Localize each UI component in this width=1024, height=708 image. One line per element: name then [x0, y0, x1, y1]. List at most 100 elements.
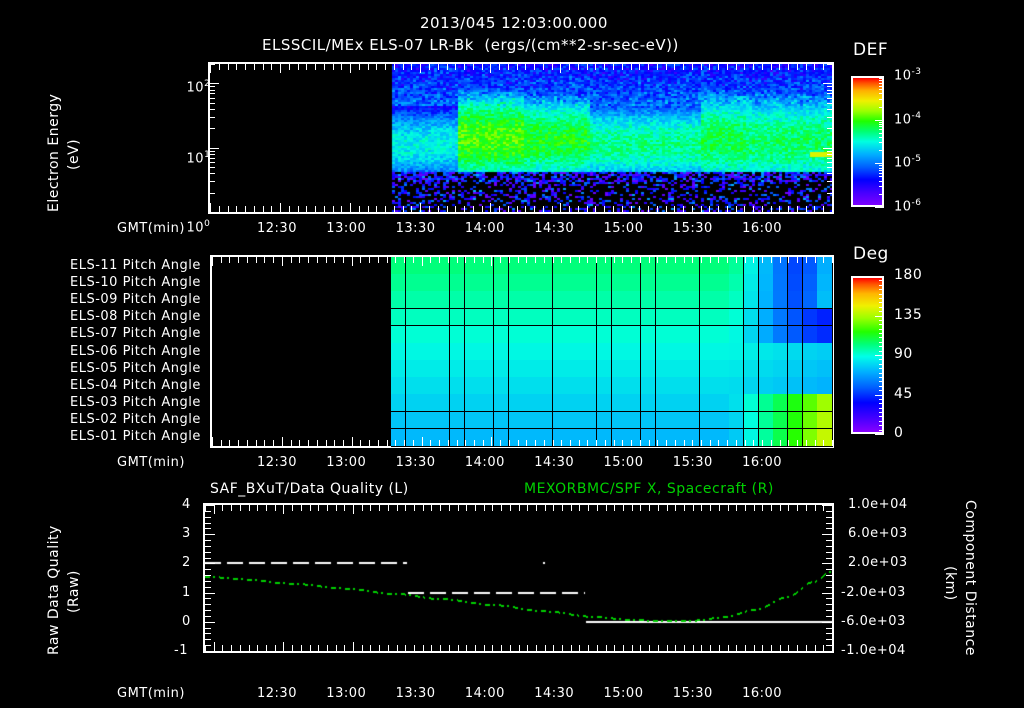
energy-xtick-mark [446, 64, 448, 70]
pitch-xtick-mark [587, 440, 589, 446]
pitch-angle-cell [655, 342, 671, 361]
energy-xtick-mark [525, 206, 527, 212]
energy-xtick-mark [665, 206, 667, 212]
def-colorbar-tick [879, 150, 884, 152]
pitch-xtick-mark [770, 257, 772, 263]
bottom-xtick-label: 15:30 [672, 686, 713, 701]
def-colorbar-tick [879, 129, 884, 131]
pitch-angle-cell [729, 274, 745, 292]
energy-xtick-mark [612, 206, 614, 212]
energy-xtick-mark [735, 64, 737, 70]
energy-ytick-exp: 1 [204, 150, 211, 160]
bottom-ytick-mark [205, 580, 211, 582]
energy-ytick-mark [827, 167, 832, 169]
pitch-angle-cell [538, 394, 554, 413]
bottom-ytick-left-label: 3 [182, 526, 191, 542]
deg-colorbar-tick [879, 420, 884, 422]
energy-xtick-label: 15:30 [672, 221, 713, 236]
pitch-angle-cell [729, 308, 745, 327]
energy-ytick-mark [827, 150, 832, 152]
energy-xtick-mark [218, 64, 220, 70]
pitch-angle-cell [435, 411, 451, 430]
pitch-xtick-mark [281, 437, 283, 446]
pitch-xtick-mark [570, 440, 572, 446]
bottom-xtick-mark [579, 645, 581, 651]
pitch-angle-cell [670, 394, 686, 413]
pitch-angle-cell [391, 394, 407, 413]
pitch-angle-cell [714, 291, 730, 310]
bottom-ytick-left-label: 4 [182, 497, 191, 512]
bottom-xtick-mark [832, 505, 833, 511]
bottom-xtick-mark [501, 645, 503, 651]
bottom-xtick-mark [805, 645, 807, 651]
pitch-angle-cell [787, 257, 804, 275]
deg-colorbar-tick [879, 407, 884, 409]
bottom-ytick-mark [205, 645, 211, 647]
bottom-xtick-mark [222, 645, 224, 651]
pitch-angle-cell [655, 308, 671, 327]
bottom-ytick-mark [205, 563, 215, 565]
deg-colorbar-tick [879, 372, 884, 374]
energy-ytick-mark [210, 102, 215, 104]
bottom-xtick-mark [318, 505, 320, 511]
def-colorbar-tick [879, 98, 884, 100]
bottom-ytick-left-label: 1 [182, 584, 191, 600]
pitch-row-label: ELS-06 Pitch Angle [70, 343, 201, 359]
pitch-xtick-mark [735, 440, 737, 446]
pitch-xtick-mark [543, 257, 545, 263]
pitch-xtick-mark [342, 440, 344, 446]
pitch-angle-cell [714, 377, 730, 396]
bottom-ytick-mark [205, 651, 215, 652]
pitch-angle-cell [479, 325, 495, 344]
pitch-angle-cell [435, 342, 451, 361]
energy-xlabel: GMT(min) [117, 221, 185, 236]
def-colorbar-tick [879, 173, 884, 175]
energy-xtick-mark [350, 203, 352, 212]
pitch-angle-cell [655, 291, 671, 310]
pitch-angle-cell [685, 291, 701, 310]
pitch-angle-cell [405, 325, 421, 344]
energy-xtick-mark [744, 206, 746, 212]
bottom-title-left: SAF_BXuT/Data Quality (L) [210, 481, 409, 497]
energy-xtick-mark [437, 206, 439, 212]
energy-xtick-mark [245, 64, 247, 70]
bottom-ytick-mark [205, 522, 211, 524]
pitch-xtick-mark [735, 257, 737, 263]
bottom-xtick-mark [797, 645, 799, 651]
energy-xtick-mark [832, 64, 833, 70]
def-colorbar-tick [879, 193, 884, 195]
pitch-angle-cell [802, 325, 818, 344]
pitch-angle-cell [449, 360, 466, 378]
pitch-xtick-mark [613, 440, 615, 446]
pitch-angle-cell [449, 274, 466, 292]
energy-xtick-mark [648, 64, 650, 70]
bottom-xtick-mark [257, 645, 259, 651]
pitch-angle-cell [817, 274, 833, 292]
energy-xtick-mark [551, 64, 553, 70]
pitch-xtick-mark [246, 440, 248, 446]
pitch-angle-cell [405, 342, 421, 361]
pitch-xtick-mark [308, 257, 310, 263]
bottom-xtick-mark [509, 505, 511, 511]
energy-xtick-mark [455, 64, 457, 70]
def-colorbar-label: 10-6 [894, 198, 922, 215]
def-colorbar-tick [879, 167, 884, 169]
pitch-angle-cell [420, 411, 436, 430]
pitch-angle-cell [523, 411, 539, 430]
deg-colorbar-tick [879, 350, 884, 352]
energy-xtick-mark [569, 206, 571, 212]
pitch-angle-cell [464, 342, 480, 361]
pitch-xtick-mark [281, 257, 283, 266]
energy-xtick-mark [236, 64, 238, 70]
bottom-xtick-mark [318, 645, 320, 651]
bottom-xtick-mark [370, 645, 372, 651]
bottom-xtick-mark [265, 505, 267, 511]
pitch-angle-cell [743, 257, 760, 275]
pitch-angle-cell [479, 360, 495, 378]
energy-xtick-mark [297, 206, 299, 212]
pitch-angle-cell [802, 377, 818, 396]
pitch-xtick-label: 13:00 [326, 455, 367, 470]
pitch-angle-cell [552, 325, 568, 344]
pitch-xtick-mark [395, 440, 397, 446]
bottom-xtick-mark [283, 505, 285, 514]
